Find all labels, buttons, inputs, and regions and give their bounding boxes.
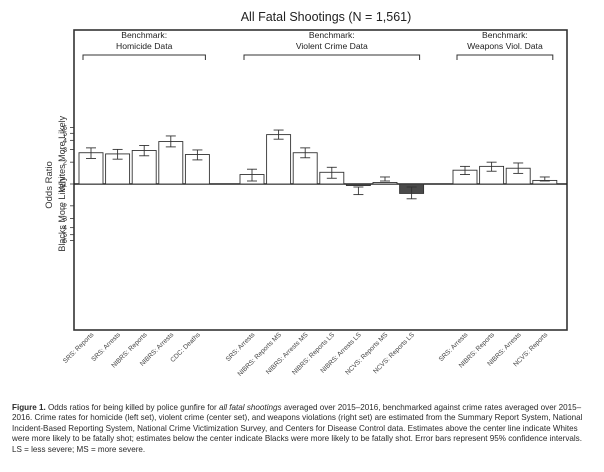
y-tick-label: 5 bbox=[63, 129, 67, 138]
y-tick-label: 6 bbox=[63, 236, 67, 245]
benchmark-bracket bbox=[82, 54, 206, 60]
chart-title: All Fatal Shootings (N = 1,561) bbox=[241, 10, 412, 24]
y-tick-label: 1 bbox=[63, 180, 67, 189]
benchmark-bracket bbox=[456, 54, 554, 60]
bar bbox=[78, 152, 104, 185]
y-tick-label: 2 bbox=[63, 158, 67, 167]
caption-figure-label: Figure 1. bbox=[12, 403, 46, 412]
y-tick-label: 6 bbox=[63, 123, 67, 132]
whites-more-likely-label: Whites More Likely bbox=[57, 115, 67, 192]
odds-ratio-chart: All Fatal Shootings (N = 1,561) 23456234… bbox=[44, 10, 568, 378]
figure-caption: Figure 1. Odds ratios for being killed b… bbox=[12, 403, 594, 455]
y-tick-label: 4 bbox=[63, 223, 67, 232]
benchmark-label: Benchmark: bbox=[309, 30, 355, 40]
caption-text-1: Odds ratios for being killed by police g… bbox=[45, 403, 219, 412]
benchmark-label: Weapons Viol. Data bbox=[467, 41, 543, 51]
benchmark-label: Homicide Data bbox=[116, 41, 173, 51]
blacks-more-likely-label: Blacks More Likely bbox=[57, 176, 67, 252]
y-tick-label: 4 bbox=[63, 136, 67, 145]
caption-italic-text: all fatal shootings bbox=[218, 403, 282, 412]
benchmark-bracket bbox=[243, 54, 421, 60]
bar bbox=[266, 134, 292, 185]
y-tick-label: 2 bbox=[63, 201, 67, 210]
y-tick-label: 5 bbox=[63, 230, 67, 239]
benchmark-label: Benchmark: bbox=[482, 30, 528, 40]
y-tick-label: 3 bbox=[63, 145, 67, 154]
y-tick-label: 3 bbox=[63, 214, 67, 223]
bar bbox=[345, 183, 371, 186]
benchmark-label: Benchmark: bbox=[121, 30, 167, 40]
bar bbox=[372, 182, 398, 185]
y-axis-label: Odds Ratio bbox=[44, 161, 55, 209]
bar bbox=[158, 141, 184, 185]
plot-frame bbox=[73, 29, 568, 331]
caption-text-2: averaged over 2015–2016, benchmarked aga… bbox=[12, 403, 583, 454]
benchmark-label: Violent Crime Data bbox=[296, 41, 368, 51]
